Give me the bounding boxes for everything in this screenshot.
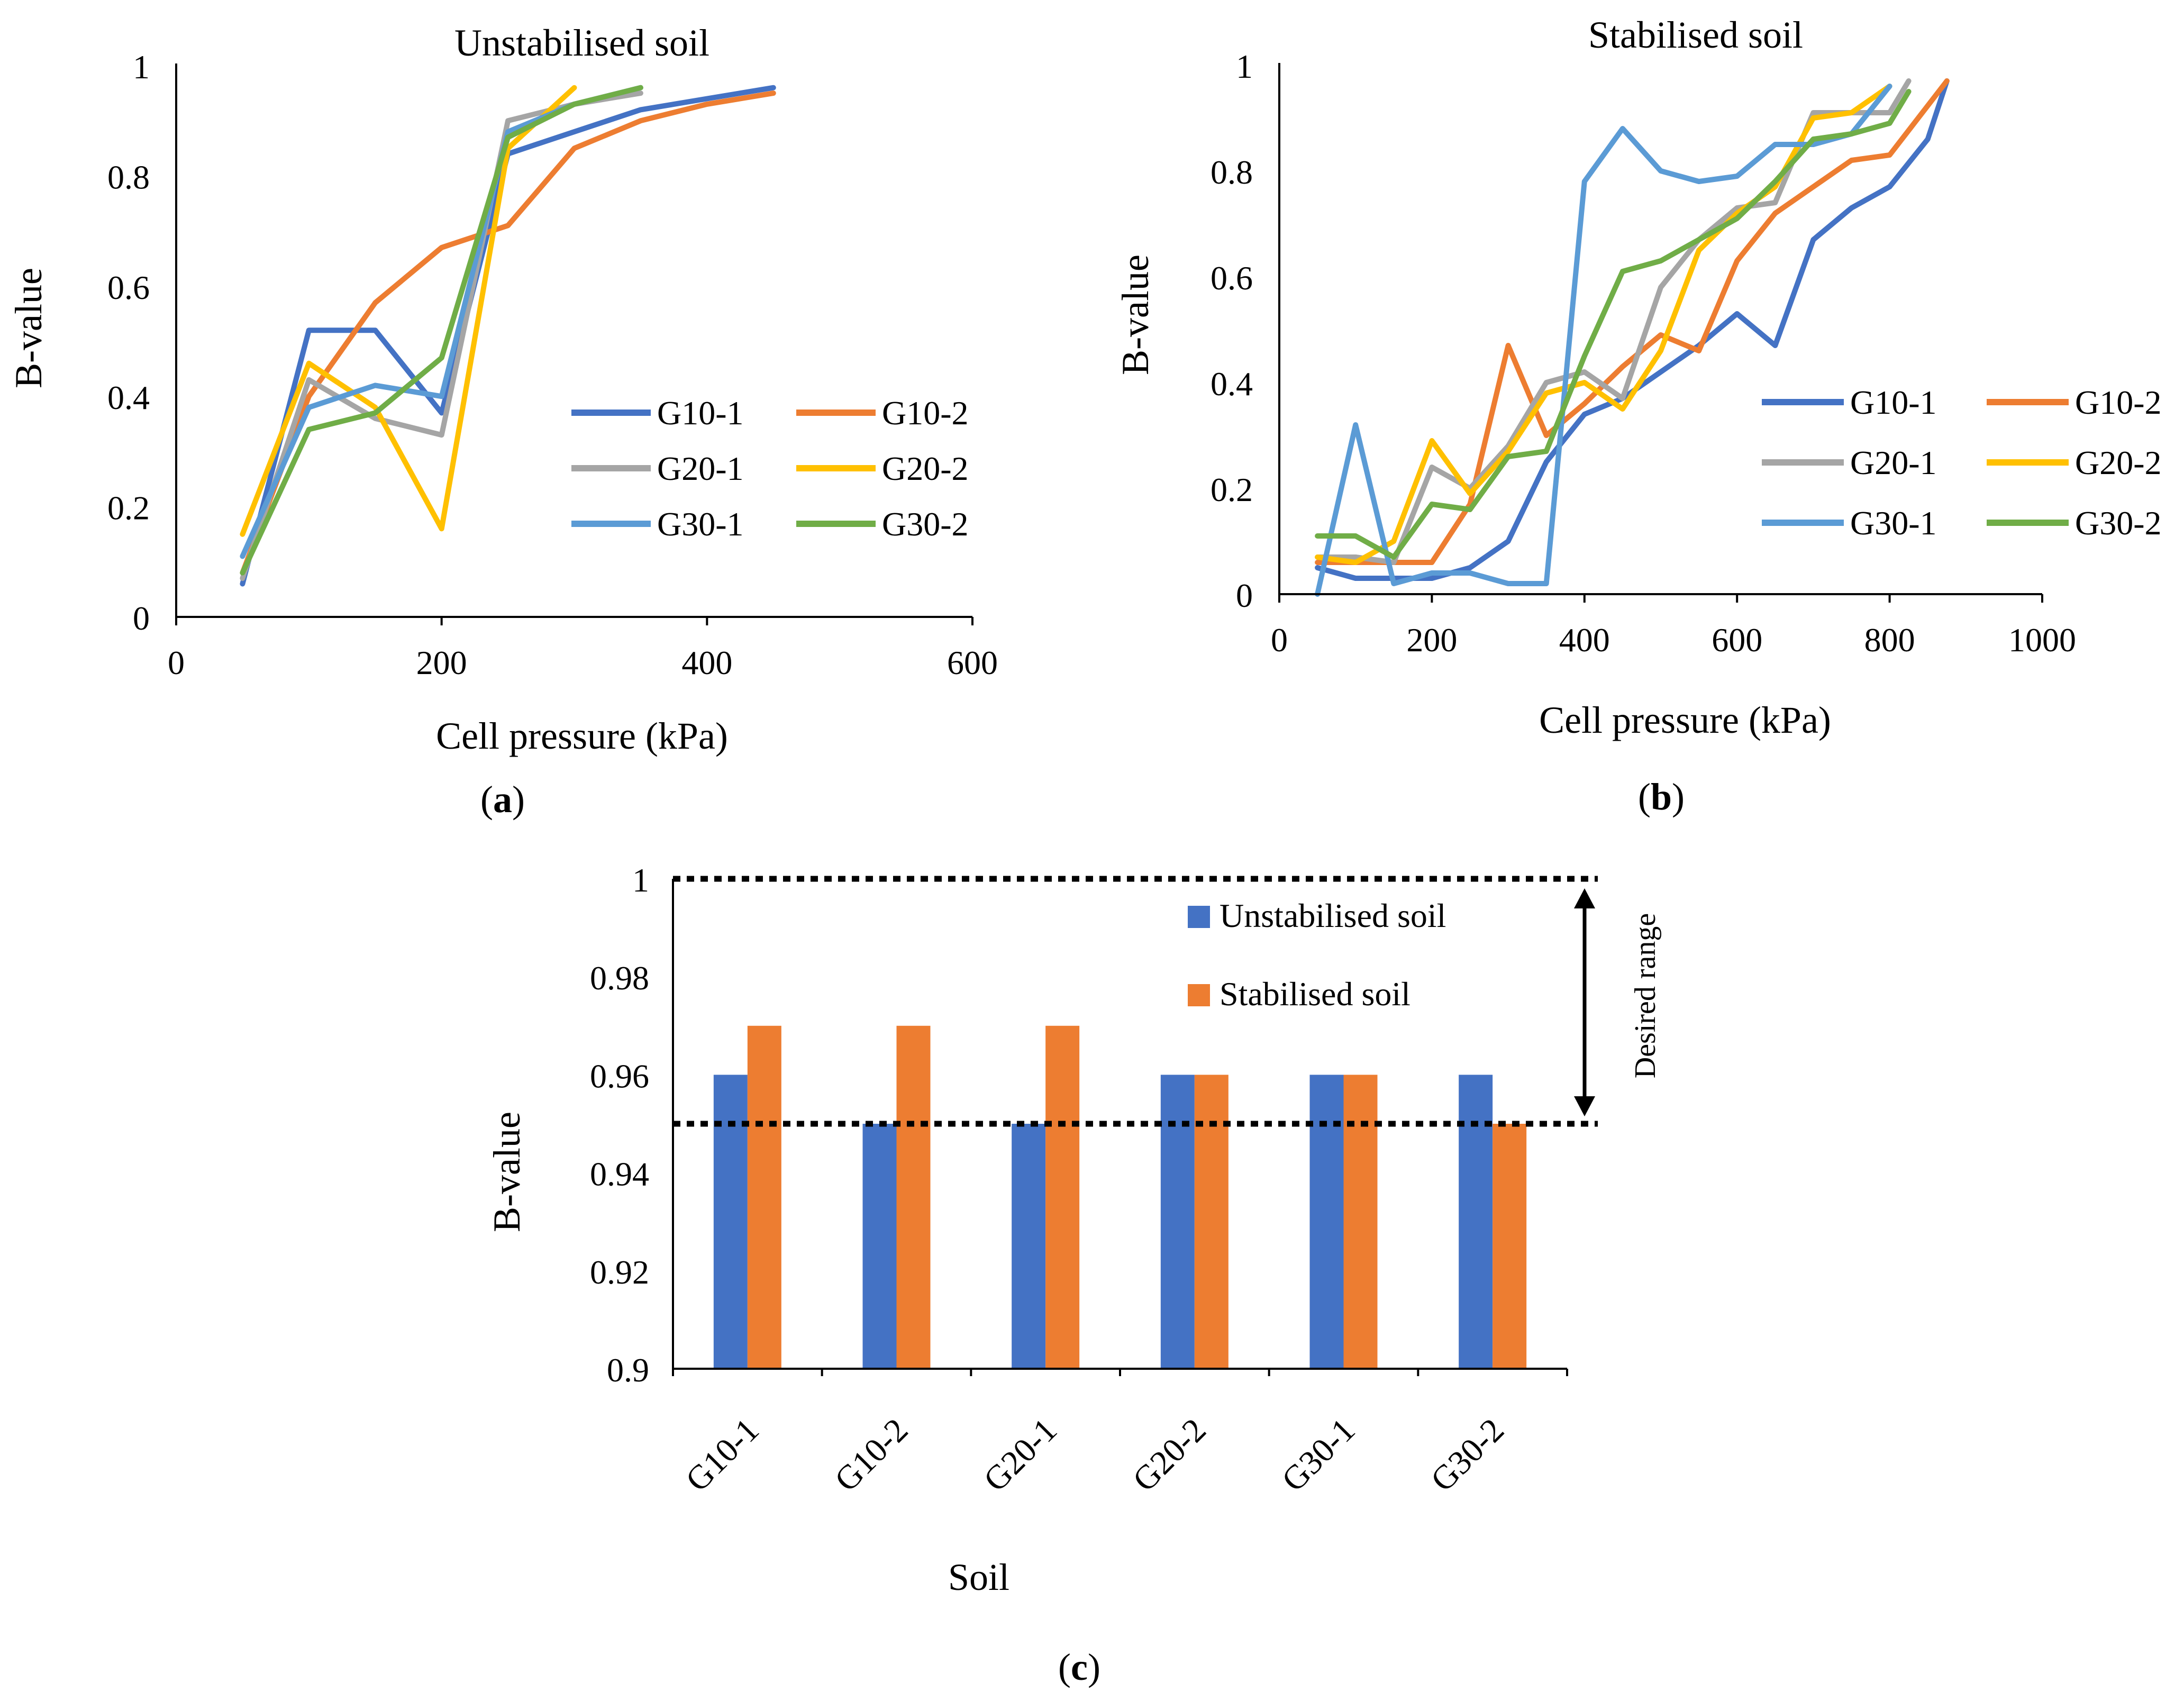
chart-b-panel-label: (b) xyxy=(1638,776,1685,818)
chart-b-title: Stabilised soil xyxy=(1588,14,1803,56)
a-ytick-label: 0.6 xyxy=(107,269,150,306)
c-bar-unstabilised xyxy=(862,1124,897,1369)
a-series-g30-2 xyxy=(240,85,643,576)
a-ytick-label: 0 xyxy=(133,599,150,637)
c-bar-stabilised xyxy=(1194,1075,1229,1369)
c-ytick-label: 1 xyxy=(632,861,649,899)
a-legend-label: G20-2 xyxy=(882,450,969,487)
chart-panel-b: Stabilised soil B-value Cell pressure (k… xyxy=(1114,14,2162,818)
c-bar-stabilised xyxy=(1343,1075,1378,1369)
c-bar-stabilised xyxy=(896,1025,931,1369)
b-ytick-label: 0.4 xyxy=(1211,365,1253,403)
c-legend-label: Unstabilised soil xyxy=(1220,897,1446,934)
chart-a-xlabel: Cell pressure (kPa) xyxy=(436,715,728,757)
b-ytick-label: 1 xyxy=(1236,48,1253,85)
b-xtick-label: 0 xyxy=(1271,621,1288,659)
c-bar-unstabilised xyxy=(713,1075,748,1369)
arrowhead-down-icon xyxy=(1574,1096,1595,1116)
b-series-g30-1 xyxy=(1315,84,1892,597)
b-legend-label: G20-1 xyxy=(1850,444,1937,481)
c-legend-label: Stabilised soil xyxy=(1220,975,1411,1013)
a-ytick-label: 0.8 xyxy=(107,158,150,196)
a-legend-label: G10-2 xyxy=(882,394,969,432)
b-legend-label: G10-1 xyxy=(1850,384,1937,421)
a-legend-label: G20-1 xyxy=(657,450,744,487)
c-ytick-label: 0.94 xyxy=(590,1156,649,1193)
c-bar-unstabilised xyxy=(1012,1124,1046,1369)
b-ytick-label: 0.2 xyxy=(1211,471,1253,508)
a-series-g20-2 xyxy=(240,85,577,537)
b-series-g10-2 xyxy=(1315,78,1950,565)
c-bar-stabilised xyxy=(1493,1124,1527,1369)
a-legend-label: G30-2 xyxy=(882,505,969,543)
a-xtick-label: 0 xyxy=(168,644,185,681)
desired-range-label: Desired range xyxy=(1629,913,1662,1079)
b-legend-label: G30-2 xyxy=(2075,504,2162,542)
chart-b-xlabel: Cell pressure (kPa) xyxy=(1539,699,1831,741)
c-ytick-label: 0.98 xyxy=(590,959,649,997)
b-series-g20-1 xyxy=(1315,78,1912,565)
chart-b-ylabel: B-value xyxy=(1114,254,1157,375)
c-bar-unstabilised xyxy=(1309,1075,1344,1369)
c-ytick-label: 0.92 xyxy=(590,1253,649,1291)
c-legend-swatch xyxy=(1188,984,1210,1006)
b-series-g30-2 xyxy=(1315,89,1912,560)
arrowhead-up-icon xyxy=(1574,888,1595,908)
a-series-g10-2 xyxy=(240,90,776,576)
c-bar-stabilised xyxy=(1045,1025,1080,1369)
a-xtick-label: 600 xyxy=(947,644,998,681)
a-ytick-label: 0.4 xyxy=(107,379,150,416)
c-bar-stabilised xyxy=(747,1025,781,1369)
b-ytick-label: 0.8 xyxy=(1211,153,1253,191)
chart-a-title: Unstabilised soil xyxy=(454,22,709,64)
chart-c-xlabel: Soil xyxy=(948,1556,1009,1598)
c-ytick-label: 0.96 xyxy=(590,1057,649,1095)
chart-a-ylabel: B-value xyxy=(7,268,50,388)
c-bar-unstabilised xyxy=(1459,1075,1493,1369)
b-ytick-label: 0.6 xyxy=(1211,259,1253,297)
b-ytick-label: 0 xyxy=(1236,577,1253,614)
b-xtick-label: 200 xyxy=(1406,621,1457,659)
b-xtick-label: 400 xyxy=(1559,621,1610,659)
b-xtick-label: 800 xyxy=(1864,621,1915,659)
b-xtick-label: 600 xyxy=(1712,621,1762,659)
chart-c-ylabel: B-value xyxy=(486,1112,528,1232)
a-legend-label: G10-1 xyxy=(657,394,744,432)
chart-c-panel-label: (c) xyxy=(1058,1646,1100,1688)
a-ytick-label: 0.2 xyxy=(107,489,150,527)
b-series-g10-1 xyxy=(1315,78,1950,581)
c-legend-swatch xyxy=(1188,906,1210,928)
a-xtick-label: 400 xyxy=(681,644,732,681)
chart-panel-a: Unstabilised soil B-value Cell pressure … xyxy=(7,22,998,821)
c-bar-unstabilised xyxy=(1160,1075,1195,1369)
a-ytick-label: 1 xyxy=(133,48,150,86)
b-legend-label: G30-1 xyxy=(1850,504,1937,542)
a-legend-label: G30-1 xyxy=(657,505,744,543)
b-legend-label: G20-2 xyxy=(2075,444,2162,481)
chart-a-panel-label: (a) xyxy=(480,778,525,821)
c-ytick-label: 0.9 xyxy=(607,1351,649,1389)
b-xtick-label: 1000 xyxy=(2008,621,2076,659)
b-legend-label: G10-2 xyxy=(2075,384,2162,421)
b-series-g20-2 xyxy=(1315,84,1892,565)
a-xtick-label: 200 xyxy=(416,644,467,681)
